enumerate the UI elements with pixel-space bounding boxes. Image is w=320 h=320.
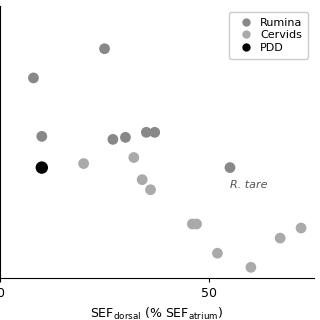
Point	[39, 134, 44, 139]
Point	[39, 165, 44, 170]
X-axis label: SEF$_{\mathregular{dorsal}}$ (% SEF$_{\mathregular{atrium}}$): SEF$_{\mathregular{dorsal}}$ (% SEF$_{\m…	[90, 306, 223, 320]
Legend: Rumina, Cervids, PDD: Rumina, Cervids, PDD	[229, 12, 308, 59]
Point	[194, 221, 199, 227]
Point	[277, 236, 283, 241]
Point	[81, 161, 86, 166]
Point	[102, 46, 107, 51]
Point	[248, 265, 253, 270]
Text: R. tare: R. tare	[230, 180, 268, 190]
Point	[131, 155, 136, 160]
Point	[190, 221, 195, 227]
Point	[299, 226, 304, 231]
Point	[228, 165, 233, 170]
Point	[31, 76, 36, 81]
Point	[123, 135, 128, 140]
Point	[140, 177, 145, 182]
Point	[144, 130, 149, 135]
Point	[110, 137, 116, 142]
Point	[148, 187, 153, 192]
Point	[215, 251, 220, 256]
Point	[152, 130, 157, 135]
